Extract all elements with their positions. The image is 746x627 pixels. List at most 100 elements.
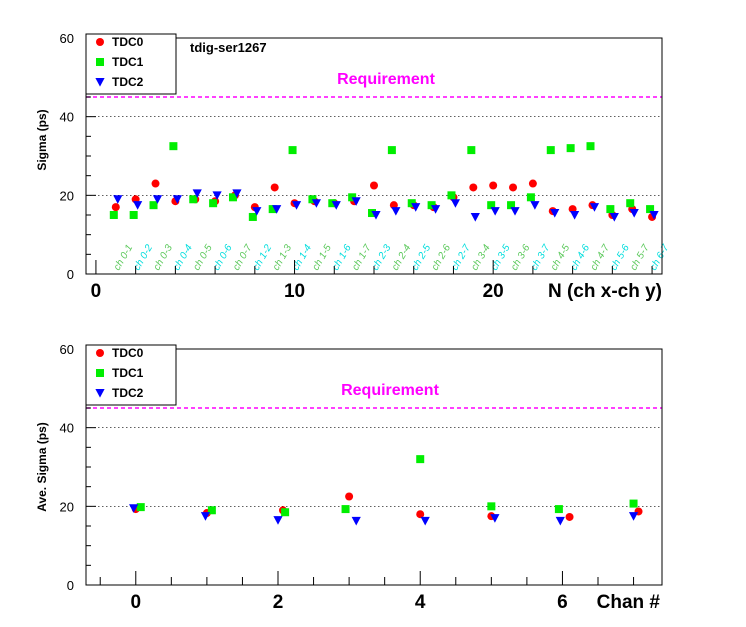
sigma-point-tdc2 bbox=[589, 203, 600, 212]
ave-sigma-x-tick-label-2: 2 bbox=[273, 592, 284, 613]
sigma-point-tdc1 bbox=[149, 201, 158, 210]
legend-label-tdc0: TDC0 bbox=[112, 35, 144, 49]
sigma-point-tdc2 bbox=[570, 211, 580, 220]
sigma-point-tdc2 bbox=[450, 199, 461, 208]
legend-marker-tdc1 bbox=[96, 369, 104, 377]
sigma-point-tdc2 bbox=[133, 201, 143, 210]
ave-sigma-point-tdc2 bbox=[351, 516, 361, 526]
ave-sigma-panel: Requirement 0 20 40 60 0 2 4 6 Chan # Ave. Sig… bbox=[35, 342, 663, 613]
sigma-point-tdc1 bbox=[606, 205, 615, 214]
sigma-point-tdc2 bbox=[470, 212, 480, 222]
ave-sigma-point-tdc1 bbox=[207, 506, 216, 515]
sigma-y-tick-label-20: 20 bbox=[60, 188, 74, 203]
ave-sigma-y-tick-label-0: 0 bbox=[67, 578, 74, 593]
legend-label-tdc0: TDC0 bbox=[112, 346, 144, 360]
sigma-point-tdc2 bbox=[550, 209, 560, 218]
ave-sigma-data-points bbox=[129, 455, 643, 526]
sigma-point-tdc0 bbox=[509, 183, 518, 192]
legend-marker-tdc2 bbox=[95, 78, 105, 87]
sigma-point-tdc1 bbox=[467, 146, 476, 155]
sigma-point-tdc2 bbox=[252, 207, 262, 216]
sigma-y-tick-label-40: 40 bbox=[60, 110, 74, 125]
sigma-x-tick-label-0: 0 bbox=[91, 281, 102, 302]
sigma-point-tdc2 bbox=[291, 201, 302, 210]
sigma-x-tick-label-20: 20 bbox=[483, 281, 504, 302]
ave-sigma-point-tdc2 bbox=[200, 512, 211, 521]
sigma-requirement-label: Requirement bbox=[337, 71, 435, 88]
sigma-x-tick-label-10: 10 bbox=[284, 281, 305, 302]
ave-sigma-y-axis: 0 20 40 60 bbox=[60, 342, 96, 593]
sigma-point-tdc2 bbox=[311, 199, 321, 208]
sigma-point-tdc0 bbox=[111, 203, 120, 212]
ave-sigma-point-tdc1 bbox=[136, 503, 145, 512]
sigma-point-tdc2 bbox=[331, 201, 341, 210]
ave-sigma-point-tdc1 bbox=[416, 455, 425, 464]
ave-sigma-point-tdc2 bbox=[555, 516, 565, 526]
sigma-point-tdc2 bbox=[391, 207, 401, 216]
ave-sigma-point-tdc1 bbox=[487, 502, 496, 511]
sigma-point-tdc1 bbox=[646, 205, 655, 214]
legend-marker-tdc0 bbox=[96, 38, 104, 46]
ave-sigma-point-tdc2 bbox=[273, 516, 283, 525]
sigma-point-tdc1 bbox=[447, 191, 456, 200]
sigma-point-tdc0 bbox=[151, 179, 160, 188]
sigma-point-tdc1 bbox=[586, 142, 595, 151]
sigma-point-tdc0 bbox=[370, 181, 378, 190]
sigma-point-tdc2 bbox=[371, 211, 381, 220]
ave-sigma-point-tdc1 bbox=[341, 505, 350, 514]
sigma-point-tdc1 bbox=[487, 201, 496, 210]
ave-sigma-point-tdc2 bbox=[129, 504, 139, 513]
sigma-point-tdc1 bbox=[546, 146, 555, 155]
sigma-point-tdc2 bbox=[530, 201, 540, 210]
sigma-point-tdc1 bbox=[228, 193, 237, 202]
sigma-point-tdc2 bbox=[272, 205, 282, 214]
legend-marker-tdc2 bbox=[95, 389, 105, 398]
sigma-point-tdc2 bbox=[430, 205, 441, 214]
sigma-point-tdc2 bbox=[609, 212, 619, 222]
sigma-data-points bbox=[109, 142, 659, 222]
ave-sigma-y-axis-title: Ave. Sigma (ps) bbox=[35, 422, 49, 512]
legend-marker-tdc0 bbox=[96, 349, 104, 357]
ave-sigma-y-tick-label-40: 40 bbox=[60, 421, 74, 436]
sigma-point-tdc0 bbox=[489, 181, 498, 190]
sigma-point-tdc1 bbox=[507, 201, 516, 210]
ave-sigma-x-axis: 0 2 4 6 bbox=[99, 571, 635, 613]
sigma-point-tdc2 bbox=[351, 197, 361, 206]
sigma-point-tdc1 bbox=[387, 146, 396, 155]
sigma-point-tdc2 bbox=[411, 203, 421, 212]
sigma-point-tdc1 bbox=[288, 146, 297, 155]
sigma-point-tdc0 bbox=[528, 179, 537, 188]
sigma-x-axis: 0 10 20 bbox=[91, 260, 653, 302]
ave-sigma-x-axis-title: Chan # bbox=[597, 592, 661, 613]
sigma-y-axis: 0 20 40 60 bbox=[60, 31, 96, 282]
ave-sigma-point-tdc1 bbox=[281, 508, 290, 517]
sigma-point-tdc0 bbox=[469, 183, 478, 192]
legend-marker-tdc1 bbox=[96, 58, 104, 66]
sigma-point-tdc1 bbox=[526, 193, 535, 202]
sigma-y-tick-label-60: 60 bbox=[60, 31, 74, 46]
sigma-point-tdc1 bbox=[209, 199, 218, 208]
sigma-point-tdc2 bbox=[510, 207, 520, 216]
sigma-point-tdc2 bbox=[152, 195, 163, 204]
sigma-point-tdc2 bbox=[113, 195, 123, 204]
legend-label-tdc2: TDC2 bbox=[112, 386, 144, 400]
ave-sigma-y-tick-label-60: 60 bbox=[60, 342, 74, 357]
sigma-point-tdc1 bbox=[626, 199, 635, 208]
ave-sigma-point-tdc1 bbox=[629, 499, 638, 508]
ave-sigma-y-tick-label-20: 20 bbox=[60, 499, 74, 514]
sigma-point-tdc0 bbox=[270, 183, 279, 192]
legend-label-tdc2: TDC2 bbox=[112, 75, 144, 89]
legend-label-tdc1: TDC1 bbox=[112, 366, 144, 380]
legend-label-tdc1: TDC1 bbox=[112, 55, 144, 69]
sigma-annotation: tdig-ser1267 bbox=[190, 40, 267, 55]
sigma-point-tdc1 bbox=[169, 142, 178, 151]
ave-sigma-point-tdc2 bbox=[490, 514, 500, 523]
sigma-y-tick-label-0: 0 bbox=[67, 267, 74, 282]
sigma-point-tdc2 bbox=[232, 189, 242, 198]
ave-sigma-point-tdc1 bbox=[554, 505, 563, 514]
ave-sigma-x-tick-label-6: 6 bbox=[557, 592, 568, 613]
sigma-point-tdc2 bbox=[649, 211, 659, 220]
sigma-point-tdc2 bbox=[490, 207, 500, 216]
sigma-point-tdc2 bbox=[212, 191, 222, 200]
